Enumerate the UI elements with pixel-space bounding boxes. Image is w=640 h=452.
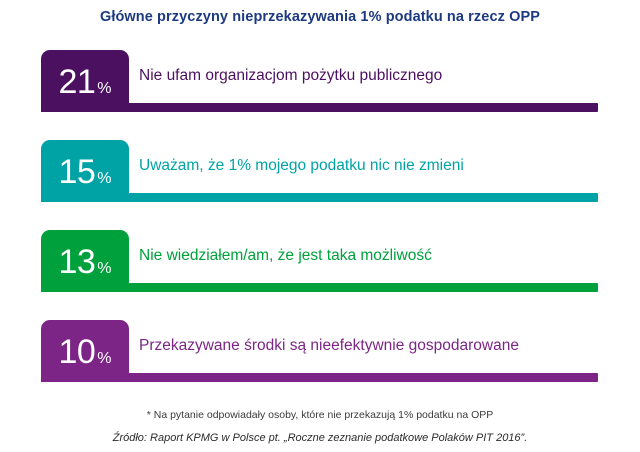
percent-symbol: %: [97, 170, 112, 187]
bar-row: 10 % Przekazywane środki są nieefektywni…: [0, 320, 640, 382]
footnote-note: * Na pytanie odpowiadały osoby, które ni…: [146, 409, 494, 421]
value-block: 15 %: [41, 140, 129, 202]
bar-label: Nie ufam organizacjom pożytku publiczneg…: [139, 67, 443, 84]
value-number: 10: [58, 333, 96, 371]
percent-symbol: %: [97, 350, 112, 367]
value-number: 15: [58, 153, 96, 191]
bar-label: Nie wiedziałem/am, że jest taka możliwoś…: [139, 247, 432, 264]
bar-label: Przekazywane środki są nieefektywnie gos…: [139, 337, 519, 354]
bar-track: [41, 283, 598, 292]
bar-row: 15 % Uważam, że 1% mojego podatku nic ni…: [0, 140, 640, 202]
value-inner: 21 %: [58, 65, 111, 99]
percent-symbol: %: [97, 80, 112, 97]
footnote-source: Źródło: Raport KPMG w Polsce pt. „Roczne…: [112, 432, 528, 444]
chart-title: Główne przyczyny nieprzekazywania 1% pod…: [99, 9, 541, 25]
value-block: 10 %: [41, 320, 129, 382]
value-block: 13 %: [41, 230, 129, 292]
value-number: 21: [58, 63, 96, 101]
percent-symbol: %: [97, 260, 112, 277]
value-inner: 10 %: [58, 335, 111, 369]
value-inner: 15 %: [58, 155, 111, 189]
value-inner: 13 %: [58, 245, 111, 279]
bar-track: [41, 373, 598, 382]
bar-label: Uważam, że 1% mojego podatku nic nie zmi…: [139, 157, 464, 174]
bar-track: [41, 103, 598, 112]
value-number: 13: [58, 243, 96, 281]
footnotes: * Na pytanie odpowiadały osoby, które ni…: [0, 409, 640, 444]
bar-row: 13 % Nie wiedziałem/am, że jest taka moż…: [0, 230, 640, 292]
bar-row: 21 % Nie ufam organizacjom pożytku publi…: [0, 50, 640, 112]
bar-list: 21 % Nie ufam organizacjom pożytku publi…: [0, 50, 640, 410]
bar-track: [41, 193, 598, 202]
value-block: 21 %: [41, 50, 129, 112]
